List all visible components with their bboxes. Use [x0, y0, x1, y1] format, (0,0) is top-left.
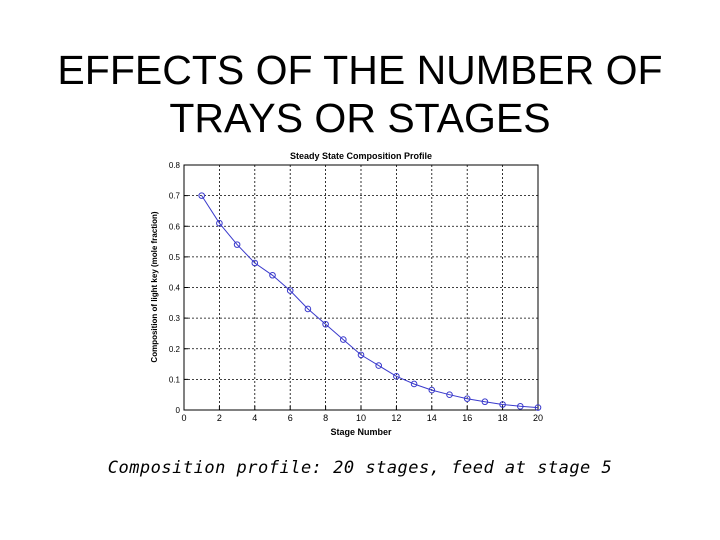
x-tick-label: 2	[217, 413, 222, 423]
data-markers	[198, 192, 542, 411]
slide-title-line-1: EFFECTS OF THE NUMBER OF	[57, 47, 663, 93]
data-point-marker	[216, 219, 223, 227]
data-point-marker	[375, 362, 382, 369]
data-point-marker	[340, 336, 347, 343]
data-point-marker	[357, 351, 365, 359]
y-tick-label: 0.2	[169, 345, 181, 354]
composition-profile-chart: 0 2 4 6 8 10 12 14 16 18 20 0 0.1 0.2 0.3 0.4 0.5 0.6 0.7…	[140, 145, 560, 445]
y-tick-label: 0.7	[169, 192, 181, 201]
slide-title: EFFECTS OF THE NUMBER OF TRAYS OR STAGES	[0, 46, 720, 142]
x-tick-label: 4	[252, 413, 257, 423]
y-tick-label: 0.5	[169, 253, 181, 262]
x-tick-label: 10	[356, 413, 366, 423]
data-point-marker	[534, 404, 542, 411]
data-point-marker	[304, 305, 312, 313]
y-axis-label: Composition of light key (mole fraction)	[150, 211, 159, 362]
x-tick-labels: 0 2 4 6 8 10 12 14 16 18 20	[181, 413, 543, 423]
grid-lines	[184, 165, 538, 410]
y-tick-label: 0.8	[169, 161, 181, 170]
data-point-marker	[269, 271, 276, 279]
data-point-marker	[251, 259, 259, 267]
x-tick-label: 8	[323, 413, 328, 423]
slide-caption: Composition profile: 20 stages, feed at …	[107, 458, 613, 478]
x-tick-label: 16	[462, 413, 472, 423]
x-tick-label: 6	[288, 413, 293, 423]
x-axis-label: Stage Number	[330, 427, 392, 437]
chart-title: Steady State Composition Profile	[290, 151, 432, 161]
data-point-marker	[481, 398, 489, 406]
x-tick-label: 20	[533, 413, 543, 423]
y-tick-label: 0.6	[169, 222, 181, 231]
axis-ticks	[183, 164, 539, 411]
y-tick-label: 0.1	[169, 375, 181, 384]
x-tick-label: 12	[391, 413, 401, 423]
data-point-marker	[233, 241, 241, 248]
y-tick-label: 0.4	[169, 284, 181, 293]
data-point-marker	[198, 192, 206, 199]
data-point-marker	[446, 391, 453, 398]
x-tick-label: 18	[498, 413, 508, 423]
y-tick-labels: 0 0.1 0.2 0.3 0.4 0.5 0.6 0.7 0.8	[169, 161, 181, 415]
slide-title-line-2: TRAYS OR STAGES	[169, 95, 551, 141]
data-point-marker	[393, 373, 400, 380]
x-tick-label: 14	[427, 413, 437, 423]
x-tick-label: 0	[181, 413, 186, 423]
data-point-marker	[322, 320, 329, 328]
data-point-marker	[517, 403, 524, 410]
chart-svg: 0 2 4 6 8 10 12 14 16 18 20 0 0.1 0.2 0.3 0.4 0.5 0.6 0.7…	[150, 151, 543, 437]
data-point-marker	[410, 380, 418, 388]
data-point-marker	[428, 386, 436, 394]
y-tick-label: 0.3	[169, 314, 181, 323]
y-tick-label: 0	[176, 406, 181, 415]
data-point-marker	[286, 287, 294, 294]
data-point-marker	[499, 401, 506, 408]
data-point-marker	[463, 395, 471, 402]
